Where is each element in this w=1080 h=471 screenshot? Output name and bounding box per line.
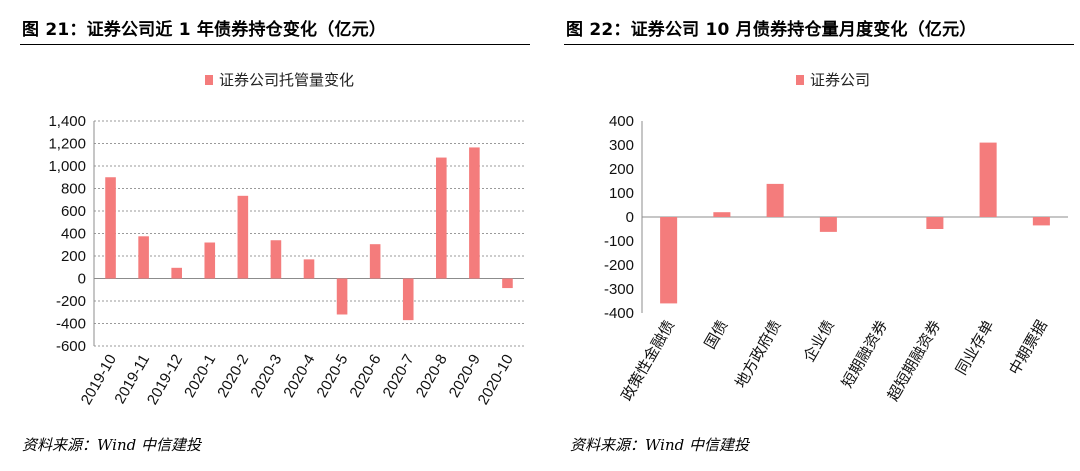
legend-swatch [205,75,213,85]
bar [979,142,997,217]
x-tick-label: 2020-3 [247,352,285,401]
figure-21: 图 21：证券公司近 1 年债券持仓变化（亿元） 证券公司托管量变化 -600 -4… [20,20,530,454]
x-tick-label: 2020-8 [413,352,451,401]
bar [819,217,837,232]
bar [1032,217,1050,226]
y-tick-label: 600 [61,203,86,220]
y-tick-label: 800 [61,181,86,198]
y-tick-label: 1,000 [48,158,86,175]
bar [436,157,447,279]
y-tick-label: -200 [56,293,86,310]
bar [171,267,182,279]
x-tick-label: 2020-7 [380,352,418,401]
x-tick-label: 超短期融资券 [885,318,945,404]
bar [138,236,149,279]
bar [270,240,282,279]
x-tick-label: 中期票据 [1006,318,1051,378]
legend-label: 证券公司 [810,71,870,89]
bar [336,278,348,315]
x-tick-label: 2020-6 [347,352,385,401]
y-tick-label: -100 [604,233,634,250]
y-tick-label: 300 [609,137,634,154]
figure-title: 图 22：证券公司 10 月债券持仓量月度变化（亿元） [566,20,977,40]
x-tick-label: 2020-1 [181,352,219,401]
bar [502,278,513,289]
bar [303,259,315,279]
legend-swatch [796,75,804,85]
x-tick-label: 2020-5 [313,352,351,401]
y-tick-label: -200 [604,257,634,274]
bar [766,183,784,217]
bar-chart-monthly-change: 证券公司 -400 -300 -200 -100 0 100 200 300 400 政策性金融债国… [604,71,1068,404]
y-tick-label: -600 [56,338,86,355]
source-note: 资料来源：Wind 中信建投 [22,436,201,454]
x-tick-label: 政策性金融债 [618,318,678,404]
y-tick-label: 1,200 [48,136,86,153]
y-tick-label: 200 [609,161,634,178]
y-tick-label: 0 [78,271,86,288]
title-rule [20,44,530,45]
y-tick-label: -400 [604,305,634,322]
y-tick-label: 400 [609,113,634,130]
x-tick-label: 2020-4 [280,352,318,401]
x-tick-label: 企业债 [800,317,838,365]
title-rule [564,44,1074,45]
x-tick-label: 短期融资券 [839,318,891,391]
y-tick-label: 100 [609,185,634,202]
x-tick-label: 同业存单 [953,318,998,378]
bar [713,212,731,217]
bar [369,244,381,279]
figure-22: 图 22：证券公司 10 月债券持仓量月度变化（亿元） 证券公司 -400 -300… [556,0,1080,471]
bar [105,177,116,279]
bar [926,217,944,229]
bar [402,278,414,321]
figure-title: 图 21：证券公司近 1 年债券持仓变化（亿元） [22,20,387,40]
bar [660,217,678,304]
bar [204,242,216,279]
y-tick-label: 0 [626,209,634,226]
x-tick-label: 地方政府债 [732,318,784,391]
y-tick-label: 400 [61,226,86,243]
y-tick-label: -400 [56,316,86,333]
bar-chart-holdings-change: 证券公司托管量变化 -600 -400 -200 0 200 400 600 800 1,000 1… [48,71,524,408]
bar [469,147,480,279]
y-tick-label: 200 [61,248,86,265]
source-note: 资料来源：Wind 中信建投 [570,436,749,454]
x-tick-label: 2020-2 [214,352,252,401]
bar [237,195,249,279]
y-tick-label: 1,400 [48,113,86,130]
x-tick-label: 国债 [702,318,732,352]
y-tick-label: -300 [604,281,634,298]
legend-label: 证券公司托管量变化 [219,71,354,89]
